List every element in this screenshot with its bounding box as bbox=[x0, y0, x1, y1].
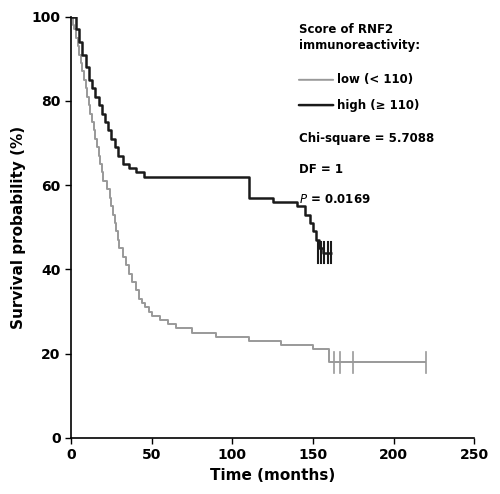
Text: Score of RNF2
immunoreactivity:: Score of RNF2 immunoreactivity: bbox=[299, 23, 420, 52]
Text: Chi-square = 5.7088: Chi-square = 5.7088 bbox=[299, 132, 434, 145]
Text: $P$ = 0.0169: $P$ = 0.0169 bbox=[299, 193, 370, 206]
Text: DF = 1: DF = 1 bbox=[299, 163, 343, 176]
Y-axis label: Survival probability (%): Survival probability (%) bbox=[11, 125, 26, 329]
Text: low (< 110): low (< 110) bbox=[337, 73, 413, 86]
Text: high (≥ 110): high (≥ 110) bbox=[337, 99, 419, 112]
X-axis label: Time (months): Time (months) bbox=[210, 468, 336, 483]
